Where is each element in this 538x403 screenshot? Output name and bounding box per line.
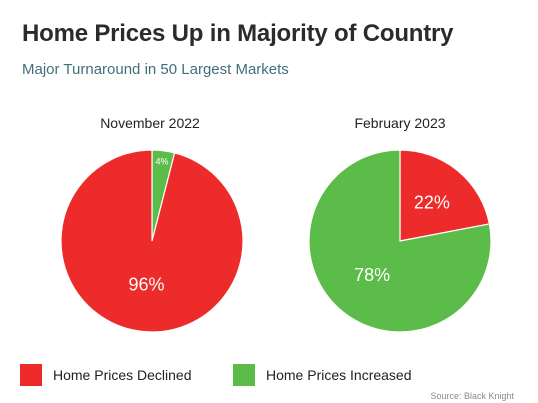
- chart-title: Home Prices Up in Majority of Country: [22, 20, 454, 47]
- pie-title-november-2022: November 2022: [100, 115, 200, 131]
- pie-slice-declined-1: [399, 149, 491, 242]
- legend-item-increased: Home Prices Increased: [233, 364, 412, 386]
- legend-label-increased: Home Prices Increased: [266, 367, 412, 383]
- pie-slice-increased-1: [308, 149, 492, 333]
- source-note: Source: Black Knight: [430, 391, 514, 401]
- legend-label-declined: Home Prices Declined: [53, 367, 192, 383]
- pie-slice-label-increased-1: 78%: [354, 265, 390, 285]
- legend-swatch-declined: [20, 364, 42, 386]
- pie-slice-label-increased-0: 4%: [156, 157, 169, 167]
- pie-title-february-2023: February 2023: [354, 115, 446, 131]
- chart-subtitle: Major Turnaround in 50 Largest Markets: [22, 61, 289, 78]
- legend-item-declined: Home Prices Declined: [20, 364, 192, 386]
- legend-swatch-increased: [233, 364, 255, 386]
- pie-slice-label-declined-1: 22%: [414, 193, 450, 213]
- pie-slice-declined-0: [60, 149, 244, 333]
- pie-slice-label-declined-0: 96%: [129, 275, 165, 295]
